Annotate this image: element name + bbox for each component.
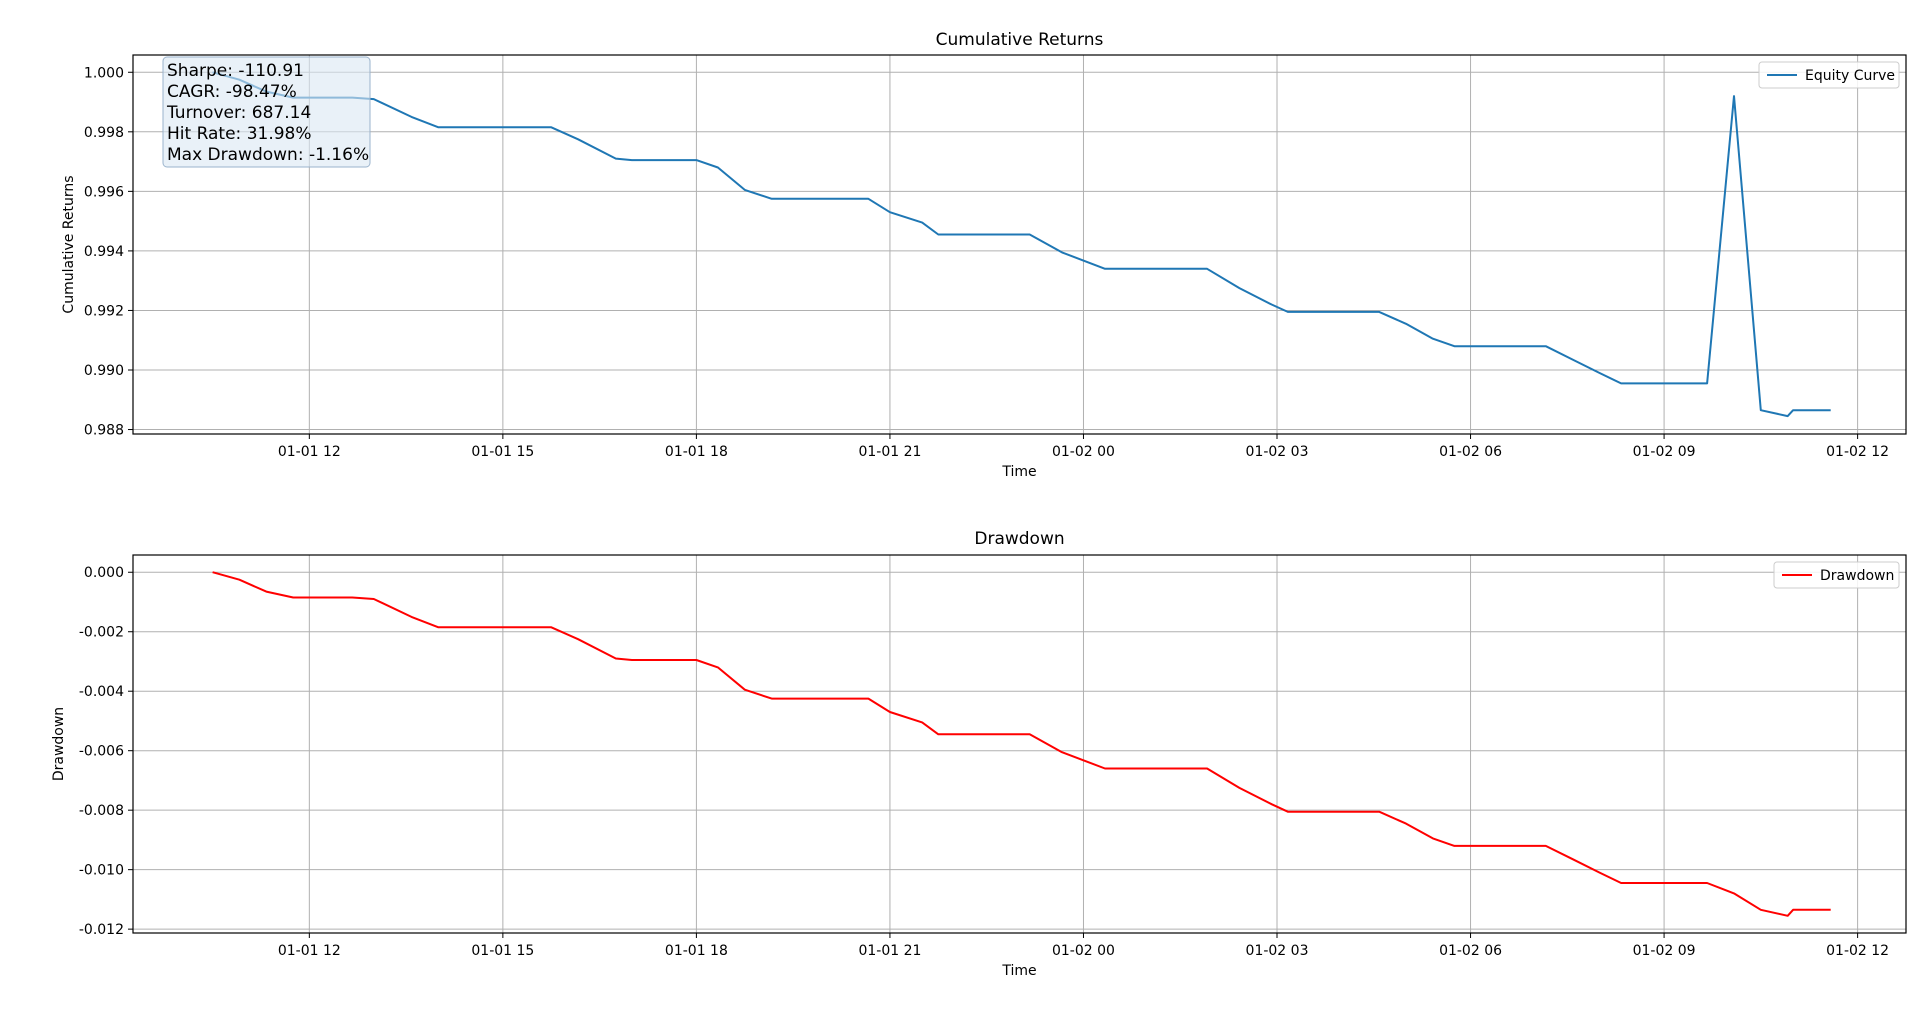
y-tick-label: -0.002	[79, 625, 124, 641]
x-tick-label: 01-02 09	[1633, 943, 1696, 959]
y-tick-label: 0.996	[84, 184, 124, 200]
y-tick-label: 0.994	[84, 244, 124, 260]
x-tick-label: 01-01 15	[471, 943, 534, 959]
x-tick-label: 01-01 18	[665, 444, 728, 460]
x-axis-label: Time	[1001, 963, 1036, 979]
y-axis-label: Drawdown	[51, 707, 67, 781]
stats-box	[162, 56, 371, 168]
y-tick-label: 0.988	[84, 423, 124, 439]
x-tick-label: 01-02 03	[1246, 444, 1309, 460]
x-tick-label: 01-01 18	[665, 943, 728, 959]
chart-title: Cumulative Returns	[936, 30, 1104, 50]
y-tick-label: -0.006	[79, 744, 124, 760]
y-axis-label: Cumulative Returns	[61, 175, 77, 313]
y-tick-label: 0.990	[84, 363, 124, 379]
stats-line: CAGR: -98.47%	[167, 82, 297, 102]
stats-line: Sharpe: -110.91	[167, 61, 304, 81]
series-line-drawdown	[212, 571, 1831, 917]
y-tick-label: 1.000	[84, 65, 124, 81]
legend-label: Equity Curve	[1805, 68, 1895, 84]
y-tick-label: 0.992	[84, 303, 124, 319]
chart-title: Drawdown	[974, 529, 1064, 549]
legend-box	[1758, 61, 1900, 89]
stats-line: Turnover: 687.14	[166, 103, 311, 123]
x-tick-label: 01-02 06	[1439, 444, 1502, 460]
y-tick-label: -0.010	[79, 863, 124, 879]
y-tick-label: 0.998	[84, 125, 124, 141]
plot-frame	[132, 554, 1907, 934]
x-tick-label: 01-01 12	[278, 943, 341, 959]
x-axis-label: Time	[1001, 464, 1036, 480]
stats-line: Max Drawdown: -1.16%	[167, 145, 369, 165]
y-tick-label: -0.004	[79, 684, 124, 700]
x-tick-label: 01-02 12	[1826, 943, 1889, 959]
x-tick-label: 01-01 21	[858, 444, 921, 460]
x-tick-label: 01-02 03	[1246, 943, 1309, 959]
plot-frame	[132, 54, 1907, 435]
y-tick-label: -0.012	[79, 922, 124, 938]
legend-box	[1773, 561, 1900, 589]
y-tick-label: -0.008	[79, 803, 124, 819]
x-tick-label: 01-02 09	[1633, 444, 1696, 460]
cumulative-returns-chart: Cumulative Returns 01-01 12 01-01 15 01-01 …	[61, 30, 1907, 480]
x-tick-label: 01-02 00	[1052, 444, 1115, 460]
x-tick-label: 01-02 12	[1826, 444, 1889, 460]
y-tick-label: 0.000	[84, 565, 124, 581]
legend-label: Drawdown	[1820, 568, 1894, 584]
x-tick-label: 01-01 21	[858, 943, 921, 959]
series-line-equity-curve	[212, 71, 1831, 418]
stats-line: Hit Rate: 31.98%	[167, 124, 312, 144]
drawdown-chart: Drawdown 01-01 12 01-01 15 01-01 18 01-01 21…	[51, 529, 1907, 979]
x-tick-label: 01-01 12	[278, 444, 341, 460]
x-tick-label: 01-02 00	[1052, 943, 1115, 959]
x-tick-label: 01-02 06	[1439, 943, 1502, 959]
x-tick-label: 01-01 15	[471, 444, 534, 460]
